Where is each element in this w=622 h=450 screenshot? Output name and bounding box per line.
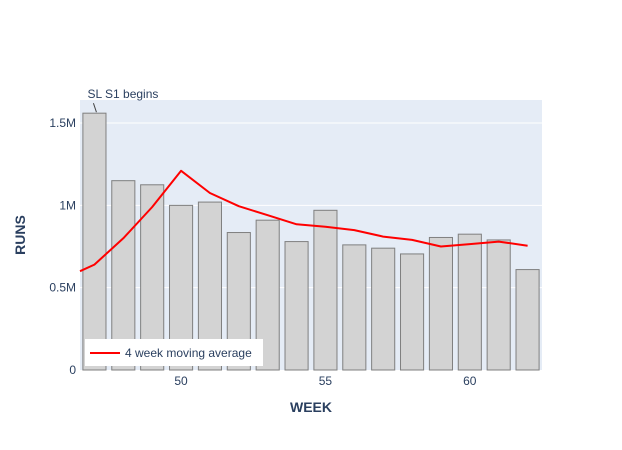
bar-week-53 [255, 219, 280, 371]
y-tick-label-3: 1.5M [49, 116, 76, 130]
bar-week-58 [400, 253, 425, 371]
bar-week-60 [457, 233, 482, 371]
legend-label: 4 week moving average [125, 346, 252, 360]
bar-week-47 [82, 112, 107, 371]
x-tick-label-50: 50 [174, 374, 188, 388]
bar-week-59 [428, 236, 453, 371]
x-tick-label-60: 60 [463, 374, 477, 388]
annotation: SL S1 begins [87, 87, 158, 113]
bar-week-57 [371, 247, 396, 371]
bar-week-48 [111, 180, 136, 371]
moving-average-line [79, 169, 528, 273]
y-tick-label-1: 0.5M [49, 281, 76, 295]
annotation-arrow [92, 103, 97, 113]
bar-week-56 [342, 244, 367, 371]
line-series [79, 169, 528, 273]
annotation-text: SL S1 begins [87, 87, 158, 101]
x-tick-label-55: 55 [319, 374, 333, 388]
y-tick-label-2: 1M [59, 198, 76, 212]
x-axis-title: WEEK [290, 399, 332, 415]
x-axis-ticks: 50 55 60 [174, 374, 476, 388]
y-axis-ticks: 0 0.5M 1M 1.5M [49, 116, 76, 377]
bar-week-50 [169, 204, 194, 371]
bar-week-55 [313, 209, 338, 371]
bar-week-51 [197, 201, 222, 371]
y-axis-title: RUNS [12, 215, 28, 255]
bar-week-62 [515, 269, 540, 371]
bar-week-54 [284, 241, 309, 371]
y-tick-label-0: 0 [69, 363, 76, 377]
bar-week-49 [140, 184, 165, 371]
bar-week-61 [486, 239, 511, 371]
bar-week-52 [226, 232, 251, 371]
bar-series [82, 112, 540, 371]
legend[interactable]: 4 week moving average [85, 339, 263, 366]
